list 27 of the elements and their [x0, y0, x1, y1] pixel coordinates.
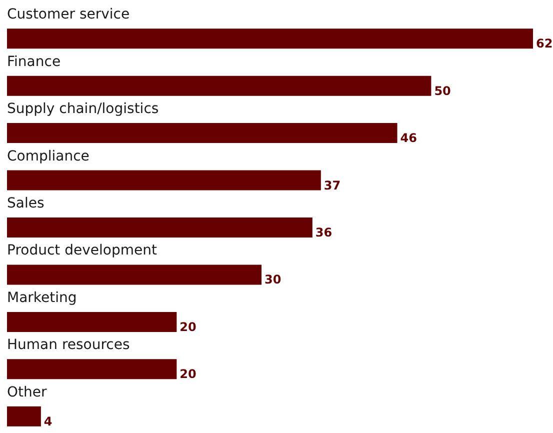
bar — [7, 76, 432, 96]
y-tick-label: Customer service — [7, 6, 130, 23]
data-label: 36 — [315, 226, 332, 240]
y-tick-label: Marketing — [7, 290, 77, 306]
y-tick-label: Other — [7, 384, 47, 400]
data-label: 50 — [434, 84, 451, 98]
data-label: 62 — [536, 36, 553, 51]
y-tick-label: Human resources — [7, 337, 130, 354]
data-label: 30 — [264, 272, 282, 287]
data-label: 37 — [324, 178, 341, 192]
data-label: 46 — [400, 131, 417, 146]
bar — [7, 123, 398, 144]
data-label: 20 — [180, 367, 196, 382]
bar — [7, 264, 262, 285]
y-tick-label: Sales — [7, 196, 44, 212]
data-label: 4 — [44, 414, 52, 428]
bar — [7, 312, 177, 332]
data-label: 20 — [180, 320, 196, 334]
bar — [7, 170, 321, 190]
y-tick-label: Compliance — [7, 148, 90, 164]
bar — [7, 406, 41, 426]
y-tick-label: Supply chain/logistics — [7, 101, 159, 118]
bar — [7, 218, 312, 238]
bar — [7, 28, 533, 49]
bar — [7, 359, 177, 380]
y-tick-label: Product development — [7, 242, 158, 259]
y-tick-label: Finance — [7, 54, 61, 70]
